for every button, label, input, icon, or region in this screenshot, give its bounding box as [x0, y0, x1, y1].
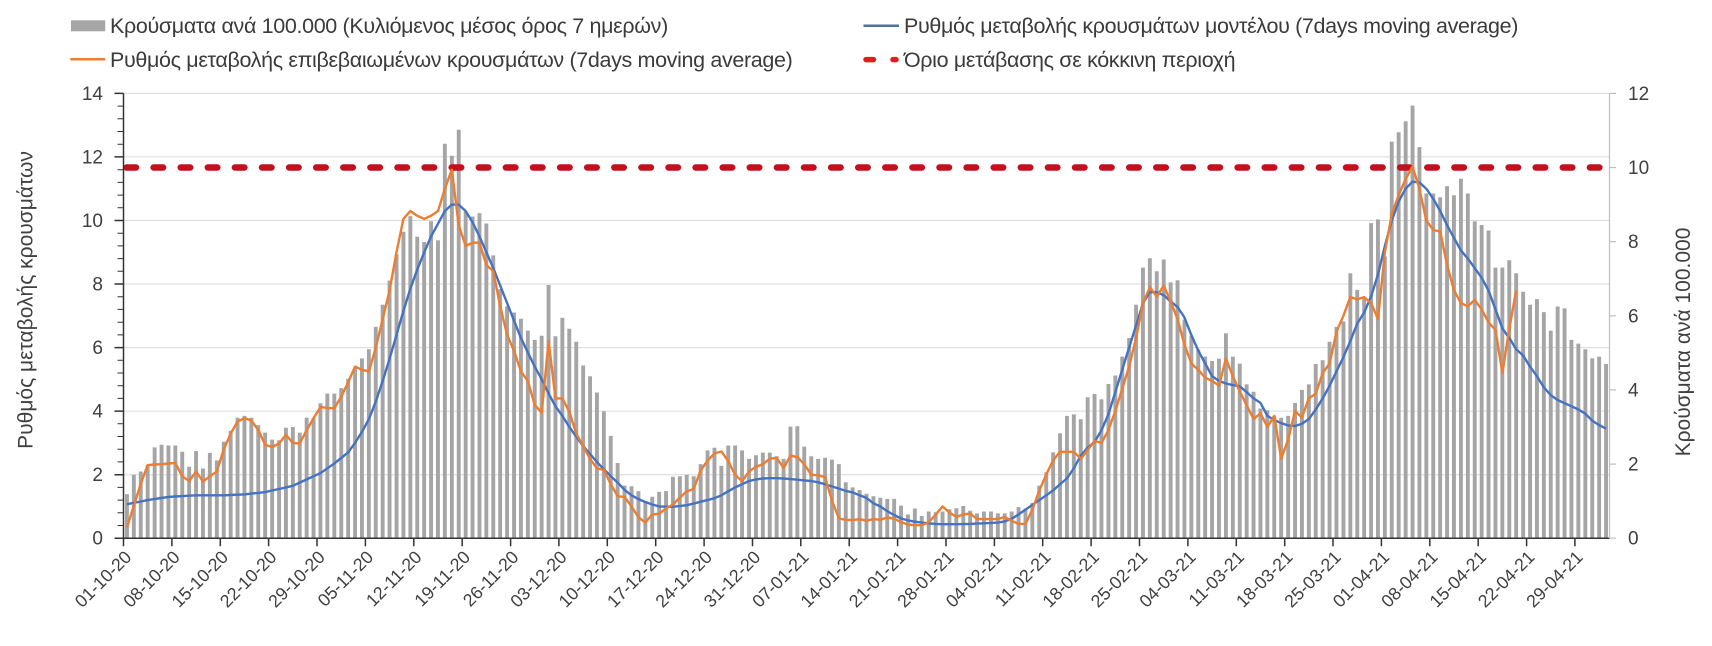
svg-text:8: 8	[92, 275, 103, 296]
svg-text:0: 0	[92, 529, 103, 550]
svg-text:Κρούσματα ανά 100.000 (Κυλιόμε: Κρούσματα ανά 100.000 (Κυλιόμενος μέσος …	[110, 14, 668, 38]
svg-text:0: 0	[1628, 529, 1639, 550]
svg-text:6: 6	[1628, 306, 1639, 327]
svg-text:4: 4	[1628, 380, 1639, 401]
svg-text:Ρυθμός μεταβολής επιβεβαιωμένω: Ρυθμός μεταβολής επιβεβαιωμένων κρουσμάτ…	[110, 48, 792, 72]
svg-text:12: 12	[82, 147, 103, 168]
svg-text:2: 2	[1628, 455, 1639, 476]
svg-text:Ρυθμός μεταβολής κρουσμάτων: Ρυθμός μεταβολής κρουσμάτων	[14, 151, 37, 449]
svg-text:8: 8	[1628, 232, 1639, 253]
svg-text:Ρυθμός μεταβολής κρουσμάτων μο: Ρυθμός μεταβολής κρουσμάτων μοντέλου (7d…	[904, 14, 1518, 38]
svg-text:10: 10	[82, 211, 103, 232]
svg-text:10: 10	[1628, 158, 1649, 179]
svg-text:14: 14	[82, 84, 104, 105]
svg-text:Κρούσματα ανά 100.000: Κρούσματα ανά 100.000	[1672, 228, 1695, 457]
svg-text:12: 12	[1628, 84, 1649, 105]
svg-text:2: 2	[92, 465, 103, 486]
svg-text:Όριο μετάβασης σε κόκκινη περι: Όριο μετάβασης σε κόκκινη περιοχή	[903, 48, 1235, 72]
svg-text:6: 6	[92, 338, 103, 359]
svg-text:4: 4	[92, 402, 103, 423]
